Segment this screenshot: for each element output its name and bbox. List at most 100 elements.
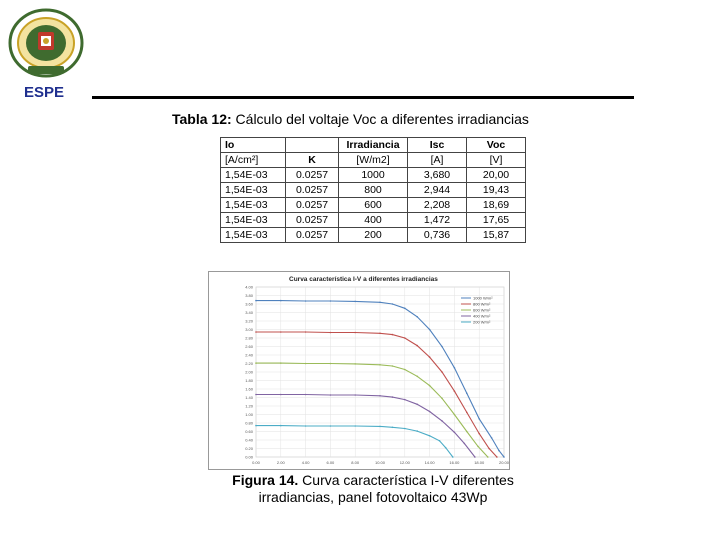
series-point bbox=[428, 328, 431, 331]
table-caption-text: Cálculo del voltaje Voc a diferentes irr… bbox=[231, 111, 529, 127]
table-units-row: [A/cm²] K [W/m2] [A] [V] bbox=[220, 152, 526, 168]
y-tick-label: 3.00 bbox=[245, 327, 254, 332]
x-tick-label: 2.00 bbox=[277, 460, 286, 465]
x-tick-label: 18.00 bbox=[474, 460, 485, 465]
header-rule bbox=[92, 96, 634, 99]
y-tick-label: 3.20 bbox=[245, 319, 254, 324]
series-point bbox=[354, 331, 356, 334]
y-tick-label: 0.20 bbox=[245, 446, 254, 451]
series-point bbox=[441, 397, 443, 400]
series-point bbox=[354, 394, 356, 396]
series-point bbox=[379, 425, 381, 428]
series-point bbox=[441, 371, 443, 373]
y-tick-label: 4.00 bbox=[245, 285, 254, 290]
table-cell: 15,87 bbox=[466, 227, 526, 243]
series-point bbox=[441, 420, 443, 422]
y-tick-label: 2.60 bbox=[245, 344, 254, 349]
series-point bbox=[354, 363, 356, 365]
table-cell: 0.0257 bbox=[285, 227, 339, 243]
table-header-row: Io Irradiancia Isc Voc bbox=[220, 137, 526, 153]
series-point bbox=[354, 425, 356, 427]
figure-caption: Figura 14. Curva característica I-V dife… bbox=[200, 472, 546, 506]
y-tick-labels: 0.00 0.20 0.40 0.60 0.80 1.00 1.20 1.40 1.60 1.80… bbox=[245, 285, 254, 460]
series-point bbox=[428, 384, 431, 387]
iv-chart: Curva característica I-V a diferentes ir… bbox=[245, 276, 510, 465]
table-header-cell: Irradiancia bbox=[338, 137, 408, 153]
table-cell: 1,54E-03 bbox=[220, 212, 286, 228]
series-point bbox=[416, 430, 418, 432]
table-header-cell: Isc bbox=[407, 137, 467, 153]
series-point bbox=[329, 300, 332, 302]
table-cell: 1,54E-03 bbox=[220, 182, 286, 198]
y-tick-label: 0.80 bbox=[245, 421, 254, 426]
chart-grid bbox=[255, 286, 505, 458]
series-point bbox=[280, 299, 282, 302]
series-point bbox=[404, 307, 406, 310]
y-tick-label: 2.40 bbox=[245, 353, 254, 358]
series-point bbox=[280, 331, 282, 333]
table-cell: 20,00 bbox=[466, 167, 526, 183]
table-cell: 0.0257 bbox=[285, 212, 339, 228]
series-point bbox=[255, 362, 257, 364]
table-row: 1,54E-03 0.0257 600 2,208 18,69 bbox=[220, 197, 526, 213]
x-tick-label: 6.00 bbox=[327, 460, 336, 465]
table-header-cell: Io bbox=[220, 137, 286, 153]
chart-title: Curva característica I-V a diferentes ir… bbox=[289, 276, 438, 283]
table-header-cell bbox=[285, 137, 339, 153]
series-point bbox=[453, 390, 456, 392]
series-point bbox=[477, 445, 479, 448]
series-point bbox=[438, 440, 441, 442]
series-point bbox=[416, 403, 418, 406]
series-point bbox=[490, 437, 493, 439]
table-cell: 1000 bbox=[338, 167, 408, 183]
figure-caption-label: Figura 14. bbox=[232, 472, 299, 488]
y-tick-label: 1.60 bbox=[245, 387, 254, 392]
figure-caption-text: Curva característica I-V diferentes irra… bbox=[258, 472, 514, 505]
series-point bbox=[416, 375, 418, 378]
table-cell: 1,472 bbox=[407, 212, 467, 228]
x-tick-label: 12.00 bbox=[400, 460, 411, 465]
table-cell: 0,736 bbox=[407, 227, 467, 243]
series-point bbox=[428, 435, 431, 437]
series-point bbox=[379, 364, 381, 366]
series-point bbox=[478, 418, 481, 420]
series-point bbox=[280, 424, 282, 427]
x-tick-label: 0.00 bbox=[252, 460, 261, 465]
series-point bbox=[329, 362, 332, 365]
table-cell: 800 bbox=[338, 182, 408, 198]
series-point bbox=[428, 410, 431, 413]
series-point bbox=[255, 393, 257, 396]
series-point bbox=[379, 332, 381, 335]
university-crest-logo bbox=[8, 8, 84, 78]
table-cell: 0.0257 bbox=[285, 167, 339, 183]
series-point bbox=[428, 356, 431, 358]
series-point bbox=[416, 344, 418, 347]
series-point bbox=[441, 345, 443, 348]
table-cell: 1,54E-03 bbox=[220, 227, 286, 243]
x-tick-label: 4.00 bbox=[302, 460, 311, 465]
series-point bbox=[255, 331, 257, 333]
series-point bbox=[444, 446, 447, 449]
table-unit-cell: [A] bbox=[407, 152, 467, 168]
y-tick-label: 2.00 bbox=[245, 370, 254, 375]
table-cell: 600 bbox=[338, 197, 408, 213]
series-point bbox=[404, 398, 406, 401]
y-tick-label: 2.20 bbox=[245, 361, 254, 366]
y-tick-label: 1.40 bbox=[245, 395, 254, 400]
series-point bbox=[404, 337, 406, 339]
series-point bbox=[466, 392, 468, 395]
x-tick-label: 8.00 bbox=[351, 460, 360, 465]
legend-label: 1000 W/m² bbox=[473, 296, 493, 301]
series-point bbox=[329, 331, 332, 334]
x-tick-labels: 0.00 2.00 4.00 6.00 8.00 10.00 12.00 14.00 16.00… bbox=[252, 460, 510, 465]
series-point bbox=[416, 316, 418, 318]
table-row: 1,54E-03 0.0257 1000 3,680 20,00 bbox=[220, 167, 526, 183]
table-cell: 0.0257 bbox=[285, 182, 339, 198]
y-tick-label: 1.00 bbox=[245, 412, 254, 417]
series-point bbox=[404, 427, 406, 430]
table-header-cell: Voc bbox=[466, 137, 526, 153]
series-point bbox=[453, 413, 456, 416]
series-point bbox=[391, 333, 394, 336]
series-point bbox=[466, 430, 468, 433]
series-point bbox=[354, 300, 356, 303]
